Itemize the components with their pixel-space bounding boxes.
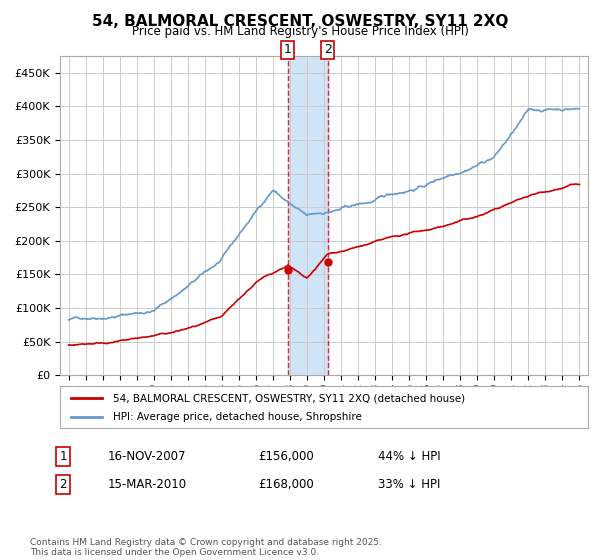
Text: Contains HM Land Registry data © Crown copyright and database right 2025.
This d: Contains HM Land Registry data © Crown c… bbox=[30, 538, 382, 557]
Text: 15-MAR-2010: 15-MAR-2010 bbox=[108, 478, 187, 491]
Text: 16-NOV-2007: 16-NOV-2007 bbox=[108, 450, 187, 463]
Text: 54, BALMORAL CRESCENT, OSWESTRY, SY11 2XQ: 54, BALMORAL CRESCENT, OSWESTRY, SY11 2X… bbox=[92, 14, 508, 29]
Text: £168,000: £168,000 bbox=[258, 478, 314, 491]
Text: 44% ↓ HPI: 44% ↓ HPI bbox=[378, 450, 440, 463]
Bar bbox=[288, 56, 328, 375]
Text: 33% ↓ HPI: 33% ↓ HPI bbox=[378, 478, 440, 491]
Text: Price paid vs. HM Land Registry's House Price Index (HPI): Price paid vs. HM Land Registry's House … bbox=[131, 25, 469, 38]
Text: HPI: Average price, detached house, Shropshire: HPI: Average price, detached house, Shro… bbox=[113, 412, 362, 422]
Text: 54, BALMORAL CRESCENT, OSWESTRY, SY11 2XQ (detached house): 54, BALMORAL CRESCENT, OSWESTRY, SY11 2X… bbox=[113, 393, 465, 403]
Text: 1: 1 bbox=[59, 450, 67, 463]
Text: 1: 1 bbox=[284, 43, 292, 56]
Text: 2: 2 bbox=[59, 478, 67, 491]
Text: 2: 2 bbox=[323, 43, 332, 56]
Text: £156,000: £156,000 bbox=[258, 450, 314, 463]
